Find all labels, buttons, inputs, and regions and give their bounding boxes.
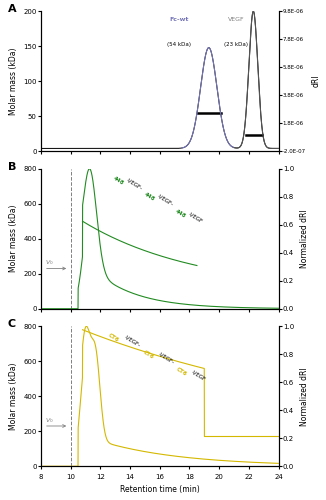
- Text: -VEGF-: -VEGF-: [125, 178, 143, 191]
- Text: $V_0$: $V_0$: [45, 258, 54, 267]
- Y-axis label: Molar mass (kDa): Molar mass (kDa): [9, 48, 18, 115]
- Text: A: A: [7, 4, 16, 14]
- Text: $V_0$: $V_0$: [45, 416, 54, 424]
- Text: (54 kDa): (54 kDa): [167, 42, 191, 47]
- Text: 448: 448: [112, 175, 125, 186]
- Text: CT6: CT6: [108, 332, 120, 343]
- X-axis label: Retention time (min): Retention time (min): [120, 486, 200, 494]
- Text: (23 kDa): (23 kDa): [224, 42, 248, 47]
- Text: B: B: [7, 162, 16, 172]
- Text: 448: 448: [143, 192, 156, 202]
- Text: -VEGF-: -VEGF-: [157, 352, 175, 366]
- Text: -VEGF-: -VEGF-: [156, 194, 174, 208]
- Y-axis label: Normalized dRI: Normalized dRI: [300, 367, 309, 426]
- Text: VEGF: VEGF: [228, 18, 244, 22]
- Text: C: C: [7, 319, 16, 329]
- Y-axis label: Normalized dRI: Normalized dRI: [300, 210, 309, 268]
- Y-axis label: dRI: dRI: [311, 75, 320, 88]
- Y-axis label: Molar mass (kDa): Molar mass (kDa): [9, 205, 18, 272]
- Y-axis label: Molar mass (kDa): Molar mass (kDa): [9, 362, 18, 430]
- Text: -VEGF-: -VEGF-: [123, 335, 141, 348]
- Text: 448: 448: [174, 208, 186, 219]
- Text: CT6: CT6: [175, 366, 188, 376]
- Text: Fc-wt: Fc-wt: [169, 18, 188, 22]
- Text: CT6: CT6: [142, 350, 155, 360]
- Text: -VEGF: -VEGF: [191, 370, 207, 382]
- Text: -VEGF: -VEGF: [187, 212, 203, 224]
